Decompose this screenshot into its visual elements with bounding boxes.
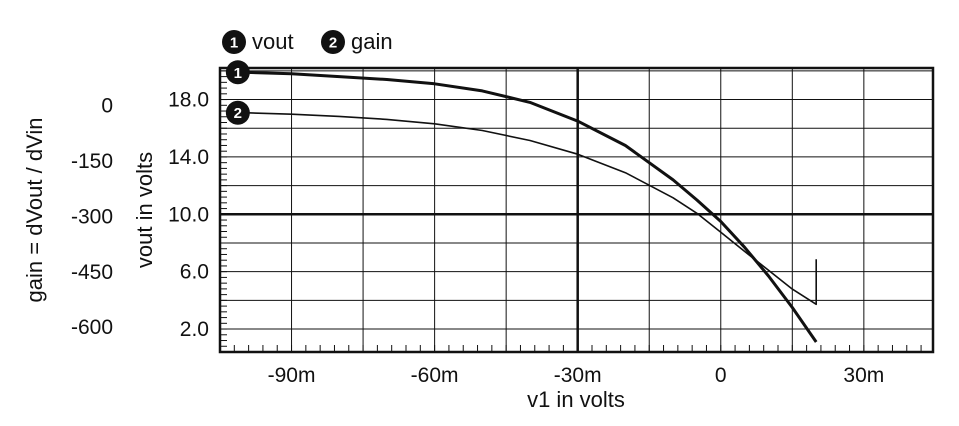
legend-marker-2-number: 2	[329, 35, 337, 52]
legend-label-gain: gain	[351, 29, 393, 54]
y2-tick-label: -150	[71, 150, 113, 173]
legend-marker-1-icon	[222, 30, 246, 54]
series-lines	[243, 70, 818, 343]
minor-ticks	[220, 70, 922, 352]
x-tick-label: -30m	[554, 364, 602, 387]
y-tick-label: 18.0	[168, 89, 209, 112]
y2-axis-title: gain = dVout / dVin	[22, 118, 47, 303]
y-tick-labels: 2.0 6.0 10.0 14.0 18.0	[168, 89, 209, 341]
series-marker-1-icon	[225, 60, 250, 85]
plot-frame	[218, 66, 935, 354]
legend-marker-1-number: 1	[230, 35, 238, 52]
y-tick-label: 2.0	[180, 318, 209, 341]
y2-tick-label: 0	[101, 94, 113, 117]
y-tick-label: 10.0	[168, 203, 209, 226]
y2-tick-label: -600	[71, 316, 113, 339]
legend: 1 vout 2 gain	[222, 29, 393, 54]
series-marker-2-number: 2	[234, 105, 242, 122]
y-tick-label: 6.0	[180, 261, 209, 284]
series-marker-1-number: 1	[234, 65, 242, 82]
y2-tick-label: -300	[71, 205, 113, 228]
legend-label-vout: vout	[252, 29, 294, 54]
x-tick-label: 30m	[843, 364, 884, 387]
x-tick-label: 0	[715, 364, 727, 387]
y2-tick-label: -450	[71, 261, 113, 284]
grid	[220, 68, 933, 352]
y-axis-title: vout in volts	[132, 152, 157, 268]
y2-tick-labels: -600 -450 -300 -150 0	[71, 94, 113, 339]
legend-marker-2-icon	[321, 30, 345, 54]
series-line-vout	[243, 70, 818, 343]
x-tick-labels: -90m -60m -30m 0 30m	[268, 364, 885, 387]
y-tick-label: 14.0	[168, 146, 209, 169]
x-tick-label: -60m	[411, 364, 459, 387]
series-markers: 12	[225, 60, 250, 125]
x-tick-label: -90m	[268, 364, 316, 387]
series-line-gain	[243, 111, 818, 306]
x-axis-title: v1 in volts	[527, 387, 625, 412]
series-marker-2-icon	[225, 100, 250, 125]
